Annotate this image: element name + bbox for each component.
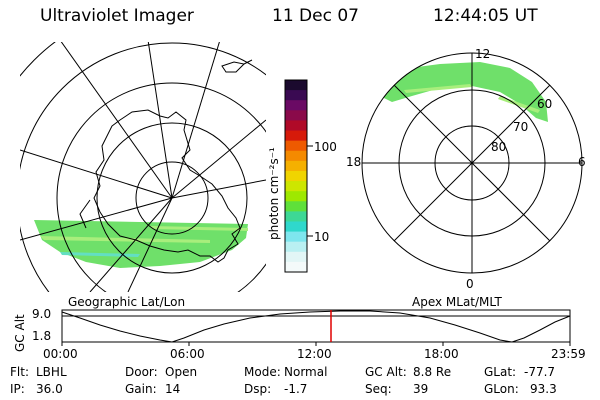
- coastline-fragment: [79, 199, 91, 229]
- xtick-label-0: 00:00: [43, 347, 78, 361]
- lat-circle-2: [96, 122, 248, 274]
- status-door-value: Open: [165, 365, 198, 379]
- colorbar-segment: [285, 140, 307, 152]
- colorbar-frame: [284, 79, 308, 273]
- apex-caption: Apex MLat/MLT: [412, 295, 502, 309]
- colorbar-segment: [285, 201, 307, 212]
- ytick-bottom: 1.8: [32, 329, 52, 343]
- status-flt-value: LBHL: [36, 365, 67, 379]
- colorbar-segment: [285, 150, 307, 162]
- colorbar-segment: [285, 191, 307, 202]
- status-dsp-value: -1.7: [284, 382, 308, 396]
- status-gain-value: 14: [165, 382, 181, 396]
- colorbar-unit-label: photon cm⁻²s⁻¹: [267, 147, 281, 240]
- mlat-label-70: 70: [513, 120, 529, 134]
- island-fragment: [221, 61, 246, 73]
- date-label: 11 Dec 07: [272, 6, 359, 26]
- status-flt-label: Flt:: [10, 365, 29, 379]
- status-glon-label: GLon:: [484, 382, 519, 396]
- colorbar-segment: [285, 221, 307, 233]
- colorbar-segment: [285, 241, 307, 253]
- mlt-label-12: 12: [475, 47, 491, 61]
- mlt-label-0: 0: [466, 277, 474, 291]
- colorbar-segment: [285, 90, 307, 101]
- colorbar-segment: [285, 170, 307, 182]
- lat-circle-5: [20, 42, 56, 77]
- mlt-label-18: 18: [346, 155, 362, 169]
- diag-line-2: [393, 84, 551, 242]
- status-gcalt-label: GC Alt:: [365, 365, 407, 379]
- aurora-band-geo: [34, 220, 248, 268]
- status-mode-label: Mode:: [244, 365, 281, 379]
- mlat-label-60: 60: [537, 97, 553, 111]
- colorbar-label-10: 10: [314, 230, 330, 244]
- xtick-label-3: 18:00: [424, 347, 459, 361]
- island-fragment-2: [243, 59, 253, 65]
- status-ip-label: IP:: [10, 382, 25, 396]
- colorbar-segment: [285, 261, 307, 273]
- status-glon-value: 93.3: [530, 382, 557, 396]
- status-mode-value: Normal: [284, 365, 328, 379]
- colorbar-segment: [285, 120, 307, 132]
- colorbar-segment: [285, 80, 307, 91]
- mlat-label-80: 80: [491, 140, 507, 154]
- status-seq-label: Seq:: [365, 382, 392, 396]
- status-gcalt-value: 8.8 Re: [413, 365, 452, 379]
- colorbar-segment: [285, 211, 307, 223]
- colorbar: [285, 80, 307, 273]
- meridians: [20, 42, 266, 292]
- status-glat-label: GLat:: [484, 365, 517, 379]
- mlat-mlt-dial: [361, 52, 583, 274]
- xtick-label-4: 23:59: [551, 347, 586, 361]
- colorbar-segment: [285, 251, 307, 263]
- xtick-label-1: 06:00: [170, 347, 205, 361]
- status-gain-label: Gain:: [125, 382, 157, 396]
- colorbar-segment: [285, 160, 307, 172]
- status-glat-value: -77.7: [524, 365, 556, 379]
- ytick-top: 9.0: [32, 307, 52, 321]
- timeline-ylabel: GC Alt: [13, 314, 27, 352]
- xtick-label-2: 12:00: [297, 347, 332, 361]
- instrument-title: Ultraviolet Imager: [40, 6, 194, 26]
- lat-circle-3: [56, 82, 266, 292]
- mlt-label-6: 6: [578, 155, 586, 169]
- status-seq-value: 39: [413, 382, 429, 396]
- colorbar-segment: [285, 100, 307, 111]
- status-ip-value: 36.0: [36, 382, 63, 396]
- lat-circle-1: [135, 161, 209, 235]
- lat-circle-4: [20, 42, 266, 292]
- timeline-frame: [61, 309, 571, 343]
- antarctica-coastline: [93, 109, 241, 263]
- colorbar-segment: [285, 181, 307, 192]
- colorbar-segment: [285, 110, 307, 122]
- aurora-band-mag: [380, 62, 548, 122]
- colorbar-segment: [285, 231, 307, 243]
- colorbar-segment: [285, 130, 307, 142]
- status-dsp-label: Dsp:: [244, 382, 272, 396]
- altitude-curve: [61, 310, 571, 343]
- geographic-caption: Geographic Lat/Lon: [68, 295, 186, 309]
- status-door-label: Door:: [125, 365, 158, 379]
- time-label: 12:44:05 UT: [433, 6, 538, 26]
- altitude-timeline: [61, 309, 571, 346]
- colorbar-label-100: 100: [314, 140, 337, 154]
